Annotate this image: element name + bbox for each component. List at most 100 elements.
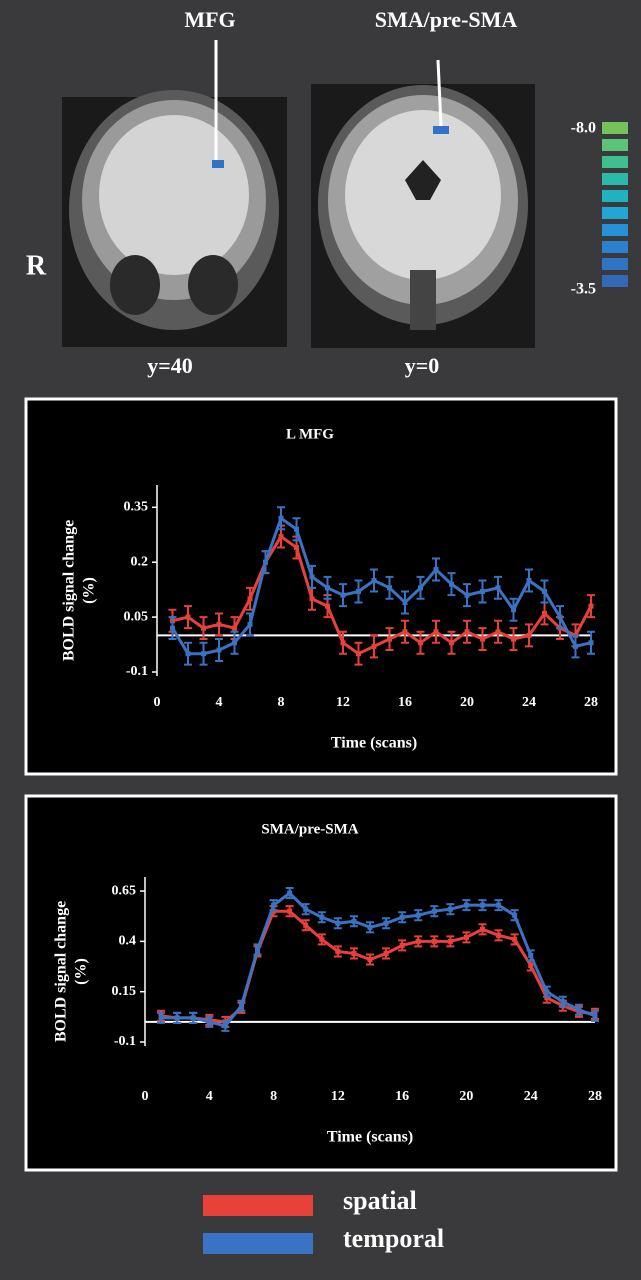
- y-tick-label: 0.2: [131, 554, 149, 569]
- x-tick-label: 28: [584, 695, 598, 710]
- data-point: [592, 1013, 598, 1019]
- x-tick-label: 4: [206, 1089, 213, 1104]
- data-point: [433, 629, 439, 635]
- data-point: [340, 592, 346, 598]
- region-label: MFG: [184, 7, 235, 32]
- data-point: [576, 1007, 582, 1013]
- series-line: [161, 891, 596, 1028]
- data-point: [335, 948, 341, 954]
- data-point: [367, 924, 373, 930]
- colorbar: [602, 122, 628, 287]
- data-point: [303, 922, 309, 928]
- x-tick-label: 28: [588, 1089, 602, 1104]
- data-point: [383, 920, 389, 926]
- colorbar-swatch: [602, 139, 628, 151]
- region-label: SMA/pre-SMA: [375, 7, 518, 32]
- legend-swatch: [203, 1233, 313, 1254]
- data-point: [232, 640, 237, 646]
- colorbar-swatch: [602, 275, 628, 287]
- data-point: [383, 950, 389, 956]
- data-point: [544, 989, 550, 995]
- colorbar-swatch: [602, 173, 628, 185]
- data-point: [271, 908, 277, 914]
- y-tick-label: 0.65: [112, 883, 137, 898]
- colorbar-swatch: [602, 122, 628, 134]
- data-point: [387, 585, 392, 591]
- data-point: [415, 938, 421, 944]
- data-point: [371, 578, 377, 583]
- data-point: [238, 1003, 244, 1009]
- data-point: [271, 902, 277, 908]
- data-point: [319, 914, 325, 920]
- data-point: [415, 912, 421, 918]
- data-point: [287, 890, 293, 896]
- data-point: [325, 603, 330, 609]
- data-point: [402, 629, 408, 635]
- brain-slice-1: [62, 90, 287, 347]
- series-line: [171, 515, 592, 656]
- data-point: [526, 632, 532, 638]
- data-point: [449, 640, 454, 646]
- series-line: [172, 534, 593, 656]
- data-point: [433, 567, 439, 573]
- data-point: [512, 936, 518, 942]
- data-point: [511, 607, 516, 613]
- x-tick-label: 8: [270, 1089, 277, 1104]
- data-point: [449, 581, 454, 587]
- data-point: [371, 643, 377, 649]
- x-tick-label: 4: [216, 695, 223, 710]
- data-point: [573, 643, 578, 649]
- x-tick-label: 24: [522, 695, 536, 710]
- data-point: [418, 585, 423, 591]
- data-point: [399, 942, 405, 948]
- data-point: [351, 918, 357, 924]
- data-point: [319, 936, 325, 942]
- data-point: [232, 625, 237, 631]
- data-point: [431, 938, 437, 944]
- data-point: [206, 1019, 212, 1025]
- data-point: [335, 920, 341, 926]
- x-tick-label: 12: [336, 695, 350, 710]
- x-tick-label: 20: [460, 695, 474, 710]
- data-point: [418, 640, 423, 646]
- y-tick-label: 0.15: [112, 984, 137, 999]
- x-tick-label: 0: [142, 1089, 149, 1104]
- colorbar-swatch: [602, 190, 628, 202]
- y-axis-label: BOLD signal change: [53, 901, 70, 1042]
- data-point: [222, 1023, 228, 1029]
- slice-label: y=40: [147, 353, 193, 378]
- y-tick-label: 0.35: [124, 500, 149, 515]
- x-axis-label: Time (scans): [327, 1129, 413, 1146]
- x-tick-label: 8: [278, 695, 285, 710]
- data-point: [560, 999, 566, 1005]
- data-point: [528, 952, 534, 958]
- data-point: [294, 545, 299, 551]
- data-point: [185, 614, 191, 620]
- data-point: [496, 902, 502, 908]
- data-point: [201, 625, 206, 631]
- x-tick-label: 16: [398, 695, 412, 710]
- colorbar-swatch: [602, 258, 628, 270]
- x-tick-label: 16: [395, 1089, 409, 1104]
- data-point: [170, 625, 175, 631]
- data-point: [464, 629, 470, 635]
- data-point: [588, 640, 594, 646]
- y-tick-label: 0.05: [124, 609, 149, 624]
- data-point: [480, 636, 485, 642]
- x-tick-label: 12: [331, 1089, 345, 1104]
- slice-label: y=0: [405, 353, 440, 378]
- data-point: [542, 610, 547, 616]
- data-point: [387, 636, 392, 642]
- data-point: [447, 906, 453, 912]
- data-point: [463, 934, 469, 940]
- data-point: [542, 588, 547, 594]
- y-axis-label: (%): [73, 958, 90, 985]
- data-point: [402, 599, 408, 605]
- chart-title: L MFG: [286, 426, 334, 442]
- y-tick-label: -0.1: [114, 1034, 136, 1049]
- colorbar-label: -8.0: [571, 120, 596, 137]
- data-point: [309, 596, 315, 602]
- chart-title: SMA/pre-SMA: [261, 821, 358, 837]
- data-point: [278, 515, 284, 521]
